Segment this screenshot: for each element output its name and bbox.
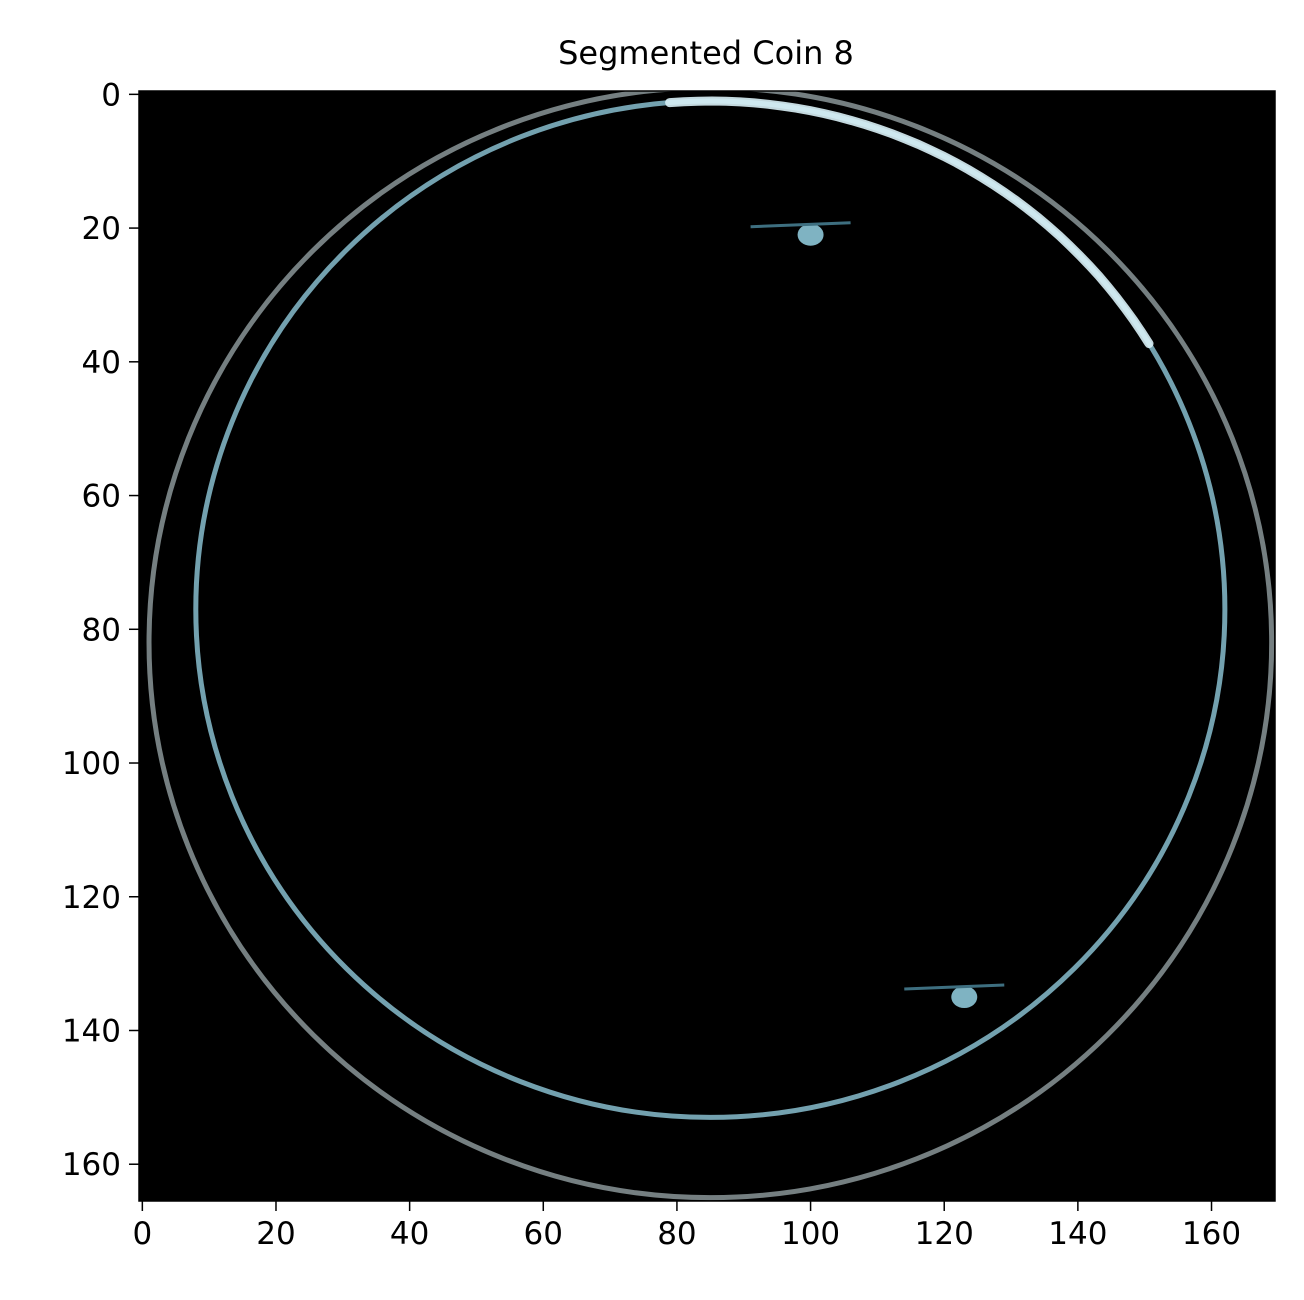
coin-edge-image [146,91,1274,1200]
y-tick-label: 40 [82,345,121,381]
highlight-arc [665,96,1154,349]
x-tick-label: 120 [915,1216,974,1252]
y-tick-label: 80 [82,612,121,648]
y-tick-label: 100 [62,746,121,782]
image-frame [138,90,1276,1202]
x-tick-label: 60 [524,1216,563,1252]
y-axis: 0 20 40 60 80 100 120 140 160 [62,77,139,1183]
speck [951,986,978,1009]
y-tick-label: 160 [62,1147,121,1183]
speck [797,223,824,246]
x-tick-label: 80 [657,1216,696,1252]
y-tick-label: 0 [101,77,121,113]
x-tick-label: 20 [256,1216,295,1252]
x-tick-label: 100 [781,1216,840,1252]
x-tick-label: 0 [132,1216,152,1252]
speck-trace [750,221,851,229]
speck-trace [904,983,1005,991]
y-tick-label: 120 [62,880,121,916]
chart-title: Segmented Coin 8 [558,34,854,72]
outer-ring [146,91,1274,1200]
x-axis: 0 20 40 60 80 100 120 140 160 [132,1201,1241,1252]
image-area [139,91,1275,1201]
x-tick-label: 40 [390,1216,429,1252]
x-tick-label: 160 [1182,1216,1241,1252]
y-tick-label: 60 [82,479,121,515]
x-tick-label: 140 [1048,1216,1107,1252]
y-tick-label: 140 [62,1013,121,1049]
y-tick-label: 20 [82,211,121,247]
